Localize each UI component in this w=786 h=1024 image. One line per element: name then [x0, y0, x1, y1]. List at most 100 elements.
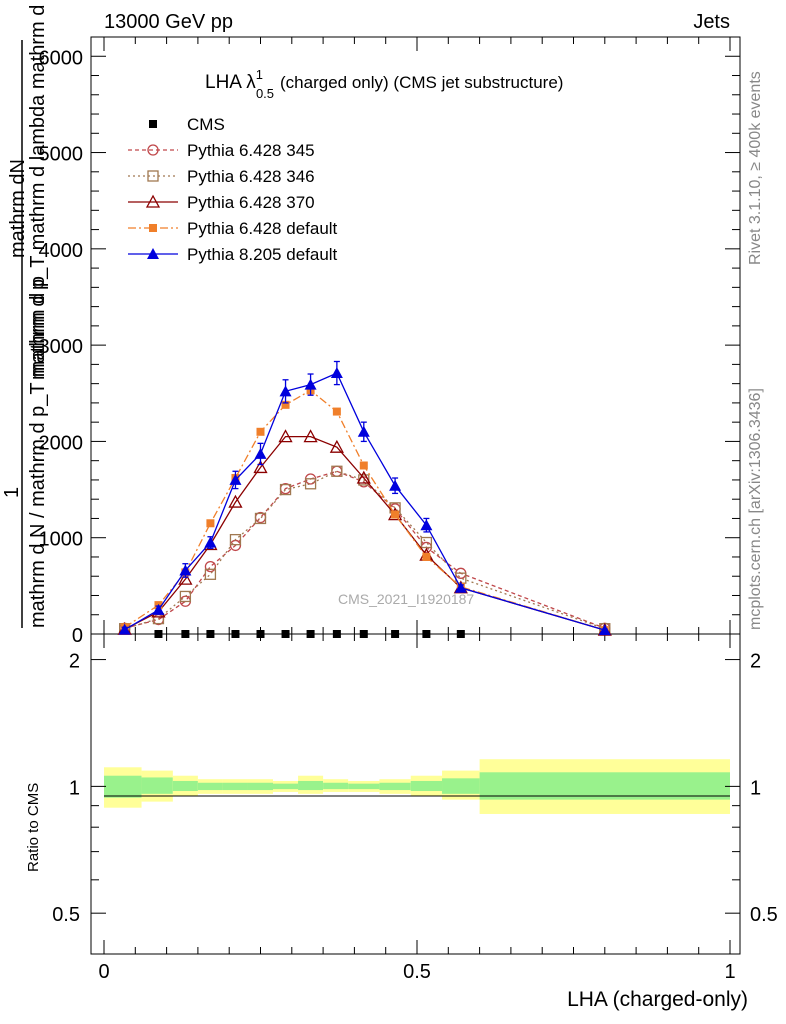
data-point — [304, 378, 317, 390]
ratio-y-tick-label-right: 2 — [750, 651, 761, 673]
data-point — [253, 460, 268, 474]
main-axes: 0 1000 2000 3000 4000 5000 6000 — [39, 36, 740, 647]
ylabel-mid: mathrm d p_T mathrm d lambda mathrm d la… — [27, 0, 49, 380]
legend-entry: Pythia 8.205 default — [128, 245, 338, 264]
data-point — [228, 494, 243, 508]
data-point — [332, 407, 341, 416]
header-right: Jets — [693, 11, 730, 33]
y-tick-label: 0 — [72, 625, 83, 647]
ylabel-top: mathrm dN — [7, 159, 29, 258]
ratio-bands — [104, 759, 730, 814]
series-pythia-8-205-default — [118, 360, 611, 636]
data-point — [278, 429, 293, 443]
series-layer — [117, 360, 612, 638]
data-point — [254, 447, 267, 459]
data-point — [279, 385, 292, 397]
ratio-band-green — [479, 772, 730, 800]
legend-label: Pythia 6.428 346 — [187, 167, 315, 186]
legend-marker — [147, 248, 159, 259]
series-line — [124, 372, 605, 631]
data-point — [357, 425, 370, 437]
ratio-band-green — [348, 783, 380, 790]
ratio-band-green — [172, 780, 198, 792]
data-point — [422, 630, 431, 638]
plot-title-main: LHA λ — [205, 72, 256, 93]
data-point — [154, 630, 163, 638]
watermark: CMS_2021_I1920187 — [338, 591, 474, 607]
x-tick-label: 0 — [98, 961, 109, 983]
data-point — [356, 470, 371, 484]
ratio-y-tick-label: 1 — [69, 777, 80, 799]
data-point — [231, 630, 240, 638]
ratio-band-green — [104, 775, 142, 798]
plot-title: LHA λ1 0.5 (charged only) (CMS jet substru… — [205, 67, 563, 101]
series-pythia-6-428-345 — [119, 465, 611, 634]
series-pythia-6-428-346 — [119, 465, 611, 635]
y-tick-label: 3000 — [39, 336, 84, 358]
data-point — [179, 564, 192, 576]
legend-marker — [147, 170, 159, 182]
ratio-band-green — [442, 778, 480, 794]
data-point — [204, 568, 217, 580]
legend-entry: Pythia 6.428 346 — [128, 167, 315, 186]
legend-entry: Pythia 6.428 370 — [128, 193, 315, 212]
ratio-y-tick-label-right: 0.5 — [750, 904, 778, 926]
series-cms — [154, 630, 465, 638]
x-axis-label: LHA (charged-only) — [567, 988, 748, 1011]
data-point — [118, 623, 131, 635]
data-point — [152, 603, 165, 615]
ratio-band-green — [247, 782, 274, 791]
legend-label: Pythia 6.428 345 — [187, 141, 315, 160]
data-point — [391, 630, 400, 638]
ratio-band-green — [298, 780, 324, 791]
ratio-y-tick-label-right: 1 — [750, 777, 761, 799]
ratio-band-green — [410, 780, 443, 792]
data-point — [330, 367, 343, 379]
ratio-band-green — [222, 782, 248, 791]
data-point — [303, 429, 318, 443]
data-point — [331, 465, 343, 477]
y-tick-label: 5000 — [39, 144, 84, 166]
data-point — [229, 533, 242, 546]
ratio-ylabel: Ratio to CMS — [25, 783, 42, 872]
ratio-band-green — [323, 782, 349, 790]
legend-marker — [149, 120, 157, 128]
legend-label: Pythia 6.428 default — [187, 219, 338, 238]
y-tick-label: 4000 — [39, 240, 84, 262]
y-tick-label: 2000 — [39, 432, 84, 454]
series-line — [124, 470, 606, 630]
data-point — [281, 630, 290, 638]
legend-entry: Pythia 6.428 default — [128, 219, 338, 238]
series-line — [124, 470, 606, 629]
data-point — [359, 630, 368, 638]
data-point — [389, 479, 402, 491]
ratio-band-green — [141, 777, 173, 794]
data-point — [391, 510, 400, 519]
data-point — [254, 512, 267, 525]
mcplots-label: mcplots.cern.ch [arXiv:1306.3436] — [747, 388, 764, 630]
data-point — [304, 478, 317, 490]
data-point — [306, 630, 315, 638]
x-tick-label: 1 — [724, 961, 735, 983]
data-point — [332, 630, 341, 638]
ratio-band-green — [379, 782, 411, 791]
data-point — [598, 624, 611, 636]
ratio-y-tick-label: 0.5 — [52, 904, 80, 926]
legend-marker — [147, 144, 159, 156]
data-point — [204, 560, 217, 573]
legend-label: Pythia 8.205 default — [187, 245, 338, 264]
data-point — [331, 465, 343, 477]
ratio-y-tick-label: 2 — [69, 651, 80, 673]
plot-title-sup: 1 — [256, 67, 263, 82]
data-point — [454, 581, 467, 593]
data-point — [420, 519, 433, 531]
data-point — [281, 400, 290, 409]
data-point — [229, 473, 242, 485]
ylabel-bottom: mathrm d N / mathrm d p_T mathrm d p — [27, 276, 49, 628]
ratio-band-green — [273, 783, 299, 790]
data-point — [181, 630, 190, 638]
y-tick-label: 1000 — [39, 529, 84, 551]
data-point — [422, 552, 431, 561]
data-point — [256, 427, 265, 436]
